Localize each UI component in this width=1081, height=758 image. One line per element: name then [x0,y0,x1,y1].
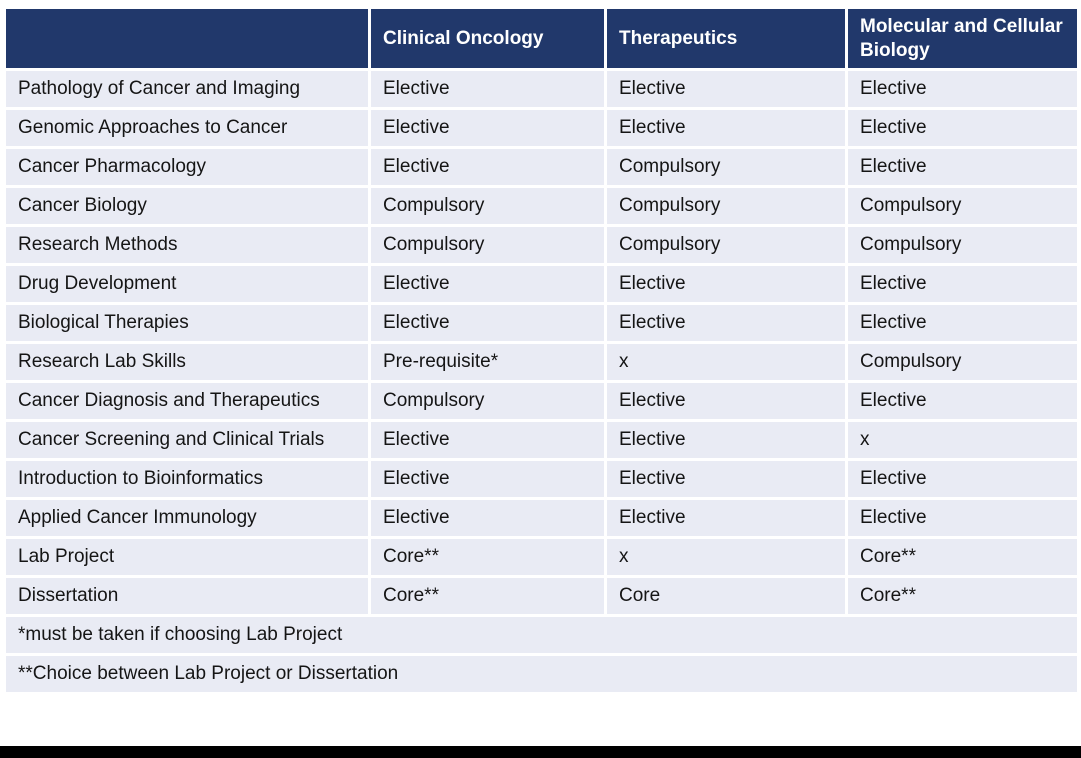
table-row: Applied Cancer Immunology Elective Elect… [3,497,1080,539]
status-cell: Elective [845,380,1080,422]
table-row: Cancer Pharmacology Elective Compulsory … [3,146,1080,188]
status-cell: Core** [845,536,1080,578]
status-cell: Elective [604,458,848,500]
module-name-cell: Drug Development [3,263,371,305]
column-header-molecular-cellular-biology: Molecular and Cellular Biology [845,6,1080,71]
table-row: Cancer Diagnosis and Therapeutics Compul… [3,380,1080,422]
module-name-cell: Cancer Pharmacology [3,146,371,188]
status-cell: x [845,419,1080,461]
status-cell: Elective [604,263,848,305]
status-cell: x [604,341,848,383]
status-cell: Elective [845,146,1080,188]
program-modules-table-container: Clinical Oncology Therapeutics Molecular… [3,6,1080,695]
status-cell: Elective [845,458,1080,500]
module-name-cell: Applied Cancer Immunology [3,497,371,539]
status-cell: Compulsory [845,341,1080,383]
module-name-cell: Research Methods [3,224,371,266]
module-name-cell: Introduction to Bioinformatics [3,458,371,500]
status-cell: Compulsory [604,185,848,227]
module-name-cell: Cancer Screening and Clinical Trials [3,419,371,461]
status-cell: Core [604,575,848,617]
status-cell: Compulsory [368,224,607,266]
footnote-row: **Choice between Lab Project or Disserta… [3,653,1080,695]
footnote-lab-project: *must be taken if choosing Lab Project [3,614,1080,656]
status-cell: Elective [845,497,1080,539]
table-row: Biological Therapies Elective Elective E… [3,302,1080,344]
table-row: Lab Project Core** x Core** [3,536,1080,578]
table-row: Dissertation Core** Core Core** [3,575,1080,617]
status-cell: Elective [368,107,607,149]
footnote-core-choice: **Choice between Lab Project or Disserta… [3,653,1080,695]
module-name-cell: Pathology of Cancer and Imaging [3,68,371,110]
module-name-cell: Genomic Approaches to Cancer [3,107,371,149]
status-cell: Elective [368,263,607,305]
status-cell: Compulsory [604,146,848,188]
status-cell: Elective [604,68,848,110]
table-row: Drug Development Elective Elective Elect… [3,263,1080,305]
module-name-cell: Dissertation [3,575,371,617]
header-row: Clinical Oncology Therapeutics Molecular… [3,6,1080,71]
status-cell: Elective [368,497,607,539]
status-cell: Elective [845,302,1080,344]
status-cell: Elective [845,68,1080,110]
program-modules-table: Clinical Oncology Therapeutics Molecular… [3,6,1080,695]
status-cell: Elective [604,302,848,344]
status-cell: Elective [368,302,607,344]
module-name-cell: Lab Project [3,536,371,578]
status-cell: Compulsory [368,380,607,422]
table-row: Pathology of Cancer and Imaging Elective… [3,68,1080,110]
status-cell: Compulsory [845,224,1080,266]
status-cell: Compulsory [368,185,607,227]
status-cell: Elective [368,419,607,461]
status-cell: Elective [368,68,607,110]
status-cell: Elective [368,458,607,500]
status-cell: Elective [604,107,848,149]
status-cell: Elective [604,497,848,539]
bottom-black-bar [0,746,1081,758]
footnote-row: *must be taken if choosing Lab Project [3,614,1080,656]
table-row: Research Methods Compulsory Compulsory C… [3,224,1080,266]
table-row: Introduction to Bioinformatics Elective … [3,458,1080,500]
module-name-cell: Biological Therapies [3,302,371,344]
table-row: Cancer Biology Compulsory Compulsory Com… [3,185,1080,227]
status-cell: Elective [368,146,607,188]
module-name-cell: Cancer Diagnosis and Therapeutics [3,380,371,422]
column-header-therapeutics: Therapeutics [604,6,848,71]
status-cell: Elective [604,419,848,461]
status-cell: Core** [368,536,607,578]
status-cell: Pre-requisite* [368,341,607,383]
table-row: Research Lab Skills Pre-requisite* x Com… [3,341,1080,383]
module-column-header [3,6,371,71]
column-header-clinical-oncology: Clinical Oncology [368,6,607,71]
status-cell: x [604,536,848,578]
status-cell: Compulsory [604,224,848,266]
status-cell: Elective [845,263,1080,305]
table-row: Cancer Screening and Clinical Trials Ele… [3,419,1080,461]
status-cell: Core** [368,575,607,617]
module-name-cell: Research Lab Skills [3,341,371,383]
table-row: Genomic Approaches to Cancer Elective El… [3,107,1080,149]
status-cell: Compulsory [845,185,1080,227]
module-name-cell: Cancer Biology [3,185,371,227]
status-cell: Elective [845,107,1080,149]
status-cell: Elective [604,380,848,422]
status-cell: Core** [845,575,1080,617]
